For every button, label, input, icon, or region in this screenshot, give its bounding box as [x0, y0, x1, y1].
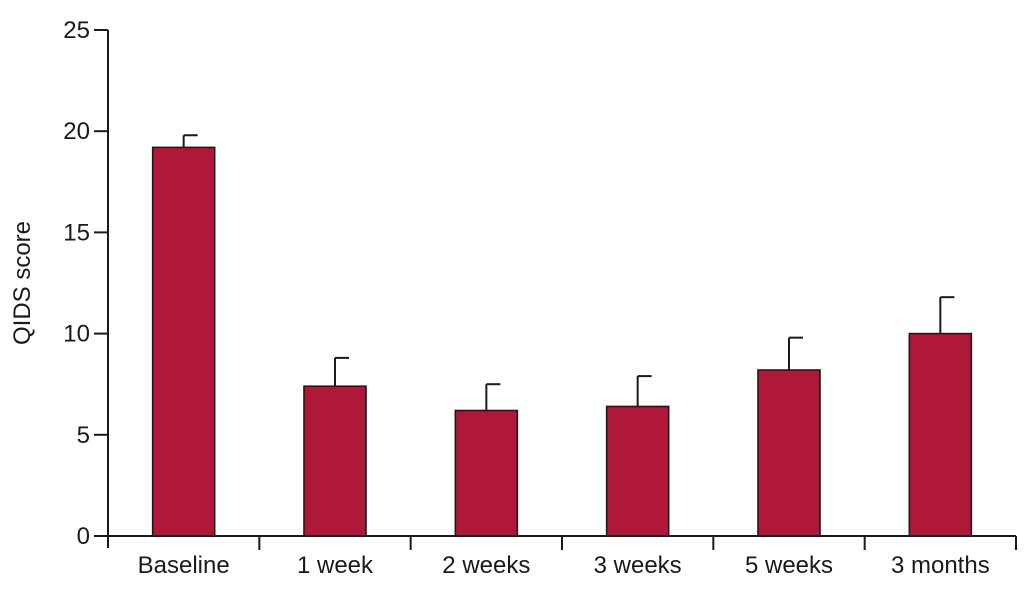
y-axis-title: QIDS score [9, 221, 36, 345]
bar-1-week [303, 385, 367, 537]
x-category-label: 1 week [297, 552, 374, 579]
axes [96, 30, 1016, 548]
y-tick-label: 20 [63, 118, 90, 145]
error-bars [182, 134, 955, 411]
y-tick-label: 10 [63, 321, 90, 348]
y-tick-label: 5 [77, 422, 90, 449]
bar-5-weeks [757, 369, 821, 537]
x-category-label: 3 weeks [594, 552, 682, 579]
y-tick-label: 25 [63, 17, 90, 44]
bar-3-weeks [605, 405, 670, 537]
y-ticks: 0 5 10 15 20 25 [63, 17, 108, 550]
y-tick-label: 15 [63, 219, 90, 246]
bar-baseline [151, 146, 216, 537]
bars [151, 146, 973, 537]
x-category-label: Baseline [138, 552, 230, 579]
bar-3-months [908, 332, 973, 537]
y-tick-label: 0 [77, 523, 90, 550]
x-ticks: Baseline 1 week 2 weeks 3 weeks 5 weeks 3 mon… [138, 536, 1017, 579]
x-category-label: 3 months [891, 552, 990, 579]
x-category-label: 2 weeks [442, 552, 530, 579]
x-category-label: 5 weeks [745, 552, 833, 579]
bar-2-weeks [454, 409, 519, 537]
